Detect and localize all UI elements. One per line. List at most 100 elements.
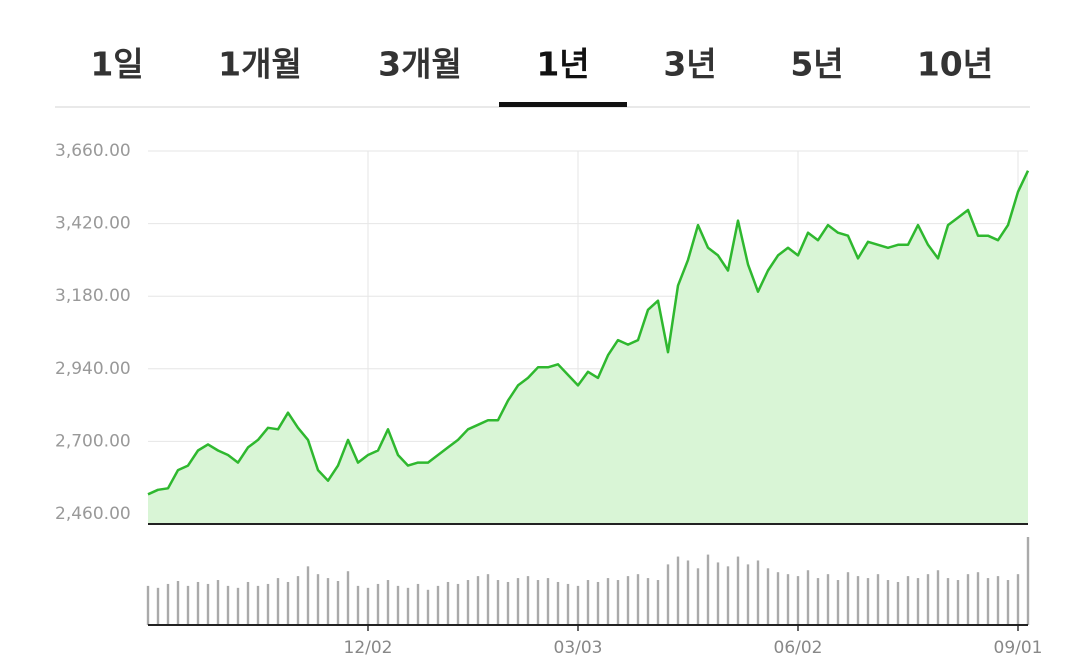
period-tab[interactable]: 1개월	[218, 45, 302, 84]
y-tick-label: 2,940.00	[55, 359, 131, 379]
volume-bar	[916, 578, 920, 625]
volume-bar	[796, 576, 800, 625]
volume-bar	[956, 580, 960, 625]
volume-bar	[576, 585, 580, 625]
volume-bar	[896, 581, 900, 625]
volume-bar	[166, 583, 170, 625]
volume-bar	[286, 581, 290, 625]
volume-bar	[786, 574, 790, 625]
volume-bar	[656, 580, 660, 625]
volume-bar	[586, 580, 590, 625]
volume-bar	[306, 566, 310, 625]
volume-bar	[606, 578, 610, 625]
volume-bar	[346, 571, 350, 625]
volume-bar	[516, 578, 520, 625]
volume-bar	[1016, 574, 1020, 625]
volume-bar	[756, 560, 760, 625]
period-tab[interactable]: 10년	[917, 45, 993, 84]
x-tick-label: 09/01	[994, 638, 1043, 658]
volume-bar	[616, 580, 620, 625]
volume-bar	[396, 585, 400, 625]
volume-bar	[726, 566, 730, 625]
volume-bar	[496, 580, 500, 625]
volume-bar	[336, 581, 340, 625]
volume-bar	[506, 581, 510, 625]
volume-bar	[446, 581, 450, 625]
volume-bar	[816, 578, 820, 625]
volume-bar	[776, 572, 780, 625]
period-tab[interactable]: 1년	[536, 45, 589, 84]
volume-bar	[216, 580, 220, 625]
volume-bar	[196, 581, 200, 625]
volume-bar	[826, 574, 830, 625]
x-tick-label: 06/02	[774, 638, 823, 658]
volume-bar	[906, 576, 910, 625]
volume-bar	[326, 578, 330, 625]
volume-bar	[266, 583, 270, 625]
y-tick-label: 3,420.00	[55, 214, 131, 234]
volume-bar	[766, 568, 770, 625]
x-tick-label: 03/03	[554, 638, 603, 658]
volume-bar	[646, 578, 650, 625]
volume-bar	[206, 583, 210, 625]
x-tick-label: 12/02	[344, 638, 393, 658]
volume-bar	[536, 580, 540, 625]
volume-bar	[636, 574, 640, 625]
y-tick-label: 2,700.00	[55, 431, 131, 451]
volume-bar	[176, 581, 180, 625]
volume-bar	[156, 587, 160, 625]
volume-bar	[596, 581, 600, 625]
volume-bar	[526, 576, 530, 625]
volume-bar	[686, 560, 690, 625]
volume-bar	[256, 585, 260, 625]
volume-bar	[676, 556, 680, 625]
period-tab[interactable]: 1일	[90, 45, 143, 84]
volume-bar	[416, 583, 420, 625]
volume-bar	[546, 578, 550, 625]
volume-bar	[966, 574, 970, 625]
volume-bar	[846, 572, 850, 625]
volume-bar	[466, 580, 470, 625]
volume-bar	[986, 578, 990, 625]
volume-bar	[736, 556, 740, 625]
volume-bar	[386, 580, 390, 625]
price-area	[148, 170, 1028, 524]
volume-bar	[806, 570, 810, 625]
volume-bar	[406, 587, 410, 625]
volume-bar	[246, 581, 250, 625]
y-tick-label: 3,180.00	[55, 286, 131, 306]
y-tick-label: 2,460.00	[55, 504, 131, 524]
volume-bar	[836, 580, 840, 625]
volume-bar	[996, 576, 1000, 625]
selected-tab-underline	[499, 102, 627, 107]
volume-bar	[926, 574, 930, 625]
volume-bar	[716, 562, 720, 625]
volume-bar	[316, 574, 320, 625]
period-tab[interactable]: 3년	[663, 45, 716, 84]
volume-bar	[876, 574, 880, 625]
volume-bar	[186, 585, 190, 625]
volume-bar	[276, 578, 280, 625]
volume-bar	[1006, 580, 1010, 625]
volume-bar	[556, 581, 560, 625]
volume-bar	[236, 587, 240, 625]
volume-bar	[376, 583, 380, 625]
volume-bar	[296, 576, 300, 625]
volume-bar	[946, 578, 950, 625]
volume-bar	[486, 574, 490, 625]
volume-bar	[436, 585, 440, 625]
period-tab[interactable]: 3개월	[378, 45, 462, 84]
period-tab[interactable]: 5년	[790, 45, 843, 84]
volume-bar	[366, 587, 370, 625]
volume-bar	[976, 572, 980, 625]
volume-bar	[626, 576, 630, 625]
volume-bar	[866, 578, 870, 625]
volume-bar	[356, 585, 360, 625]
volume-bar	[856, 576, 860, 625]
volume-bar	[566, 583, 570, 625]
volume-bar	[746, 564, 750, 625]
volume-bar	[456, 583, 460, 625]
volume-bar	[146, 585, 150, 625]
volume-bar	[886, 580, 890, 625]
